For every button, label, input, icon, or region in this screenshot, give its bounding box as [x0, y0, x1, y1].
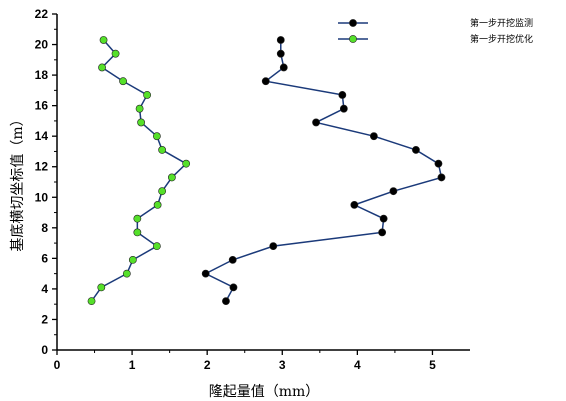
data-point-series-2 [111, 49, 120, 58]
data-point-series-1 [276, 36, 285, 44]
data-point-series-1 [222, 297, 230, 306]
y-tick-label: 2 [41, 312, 48, 326]
data-point-series-1 [379, 214, 388, 223]
data-point-series-1 [279, 63, 288, 72]
data-point-series-2 [98, 63, 106, 72]
data-point-series-2 [152, 132, 161, 141]
x-tick-label: 3 [279, 358, 286, 372]
y-tick-label: 22 [35, 7, 49, 21]
data-point-series-1 [350, 201, 359, 209]
x-tick-label: 1 [129, 358, 136, 372]
data-point-series-1 [269, 242, 278, 251]
y-tick-label: 4 [41, 282, 48, 296]
x-tick-label: 5 [429, 358, 436, 372]
legend-label-1: 第一步开挖监测 [470, 17, 533, 29]
data-point-series-2 [182, 159, 191, 168]
data-point-series-1 [312, 118, 320, 127]
y-tick-label: 14 [35, 129, 49, 143]
data-point-series-1 [338, 91, 347, 99]
x-tick-label: 4 [354, 358, 361, 372]
data-point-series-2 [167, 173, 176, 182]
data-point-series-1 [261, 77, 270, 86]
y-tick-label: 6 [41, 251, 48, 265]
data-point-series-2 [143, 91, 152, 99]
data-point-series-2 [133, 214, 142, 223]
data-point-series-2 [128, 255, 137, 264]
data-point-series-2 [97, 283, 106, 292]
x-tick-label: 0 [54, 358, 61, 372]
y-tick-label: 20 [35, 38, 49, 52]
data-point-series-2 [133, 228, 142, 237]
data-point-series-2 [152, 242, 161, 251]
data-point-series-1 [412, 146, 420, 154]
data-point-series-2 [99, 36, 108, 44]
data-point-series-1 [229, 283, 238, 292]
data-point-series-2 [158, 187, 167, 196]
series-line-2 [90, 39, 188, 302]
data-point-series-2 [122, 269, 131, 278]
data-point-series-2 [137, 118, 146, 127]
data-point-series-1 [389, 187, 398, 196]
data-point-series-1 [201, 269, 210, 278]
data-point-series-2 [87, 297, 96, 306]
data-point-series-2 [153, 201, 162, 209]
series-line-1 [204, 39, 443, 302]
legend-marker-2 [349, 35, 357, 43]
legend-label-2: 第一步开挖优化 [470, 33, 533, 45]
data-point-series-1 [437, 173, 446, 182]
y-axis-title: 基底横切坐标值（m） [9, 112, 26, 251]
data-point-series-2 [119, 77, 127, 86]
y-tick-label: 0 [41, 343, 48, 357]
y-tick-label: 10 [35, 190, 49, 204]
legend-marker-1 [349, 19, 357, 27]
data-point-series-1 [339, 104, 348, 113]
x-axis-title: 隆起量值（mm） [209, 384, 320, 400]
data-point-series-1 [276, 49, 285, 58]
data-point-series-1 [434, 159, 443, 168]
data-point-series-1 [228, 255, 237, 264]
y-tick-label: 18 [35, 68, 49, 82]
data-point-series-2 [135, 104, 144, 113]
data-point-series-2 [158, 146, 167, 154]
data-point-series-1 [369, 132, 378, 141]
y-tick-label: 12 [35, 160, 49, 174]
data-point-series-1 [378, 228, 387, 237]
y-tick-label: 16 [35, 99, 49, 113]
y-tick-label: 8 [41, 221, 48, 235]
x-tick-label: 2 [204, 358, 211, 372]
